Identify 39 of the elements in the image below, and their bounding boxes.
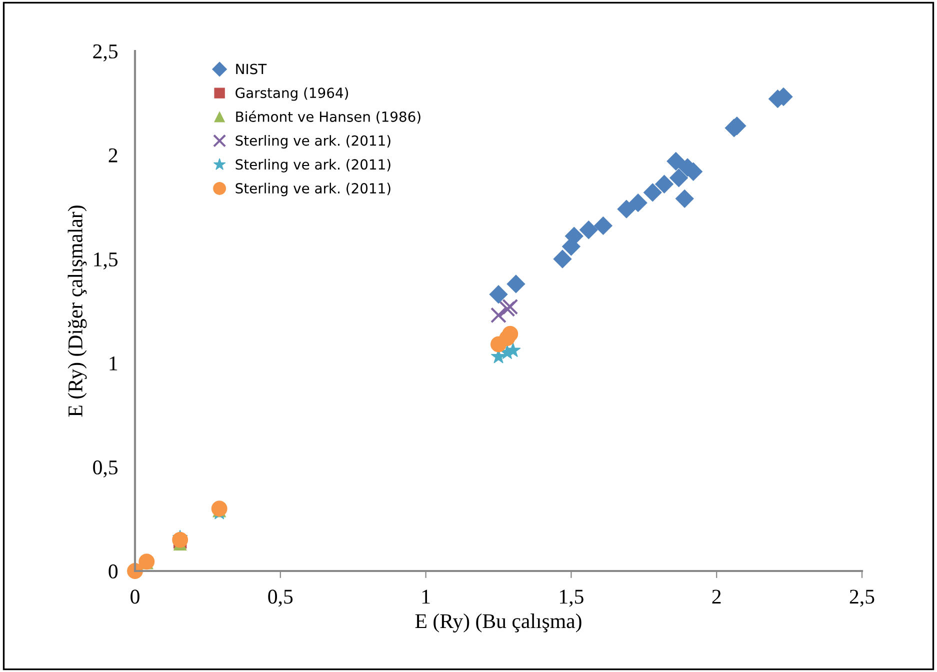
point [655, 174, 674, 194]
legend-label: Sterling ve ark. (2011) [236, 182, 390, 196]
point [675, 189, 694, 208]
y-tick-label: 2,5 [93, 44, 118, 62]
point [172, 532, 188, 548]
point [617, 200, 636, 218]
y-tick-label: 2 [108, 148, 118, 162]
point [490, 307, 506, 324]
point [502, 326, 518, 342]
point [594, 216, 612, 235]
point [670, 168, 688, 188]
x-tick-label: 2 [712, 590, 721, 604]
point [211, 500, 228, 517]
point [666, 152, 686, 170]
x-tick-label: 1,5 [560, 590, 584, 607]
point [553, 250, 572, 268]
legend-label: NIST [236, 64, 267, 74]
y-tick-label: 1,5 [94, 252, 118, 270]
y-tick-label: 0 [108, 564, 118, 578]
point [505, 342, 521, 358]
y-tick-label: 0,5 [93, 460, 118, 478]
point [579, 220, 598, 240]
x-tick-label: 1 [422, 590, 430, 604]
legend-label: Garstang (1964) [236, 87, 348, 101]
y-axis-title: E (Ry) (Diğer çalışmalar) [68, 206, 87, 417]
point [506, 274, 526, 294]
legend-label: Sterling ve ark. (2011) [236, 158, 390, 172]
point [643, 183, 662, 202]
x-tick-label: 0,5 [268, 590, 293, 607]
point [502, 298, 518, 315]
x-axis-title: E (Ry) (Bu çalışma) [415, 614, 582, 632]
y-tick-label: 1 [110, 356, 118, 370]
legend-label: Sterling ve ark. (2011) [236, 135, 390, 149]
point [628, 194, 648, 212]
point [489, 285, 508, 304]
legend-label: Biémont ve Hansen (1986) [236, 110, 420, 124]
x-tick-label: 0 [130, 590, 140, 604]
point [499, 300, 516, 317]
x-tick-label: 2,5 [850, 590, 874, 607]
